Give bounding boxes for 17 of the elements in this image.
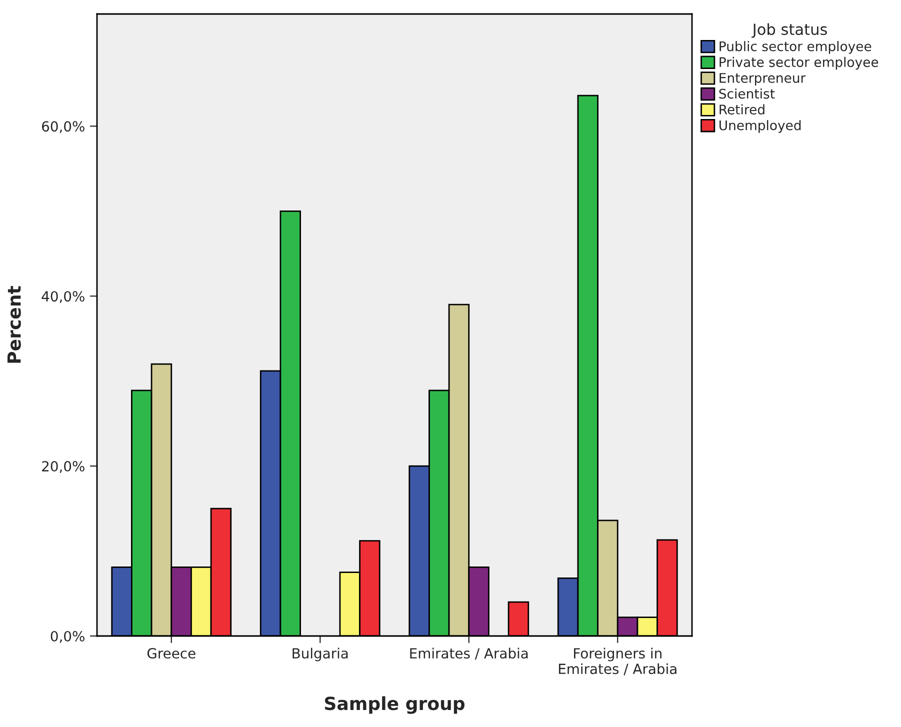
y-tick-label: 40,0% bbox=[42, 291, 84, 303]
legend-label: Private sector employee bbox=[720, 56, 878, 70]
legend-label: Unemployed bbox=[720, 120, 801, 133]
x-tick-label: Bulgaria bbox=[292, 648, 348, 662]
legend-title: Job status bbox=[752, 23, 827, 38]
x-tick-label: Foreigners in Emirates / Arabia bbox=[558, 648, 676, 676]
x-axis-title: Sample group bbox=[324, 696, 465, 714]
x-tick-label: Emirates / Arabia bbox=[410, 648, 528, 660]
legend-label: Retired bbox=[720, 104, 764, 114]
legend-label: Enterpreneur bbox=[720, 73, 806, 86]
legend-label: Public sector employee bbox=[720, 41, 872, 54]
x-tick-label: Greece bbox=[147, 648, 196, 659]
y-tick-label: 20,0% bbox=[42, 461, 84, 473]
y-tick-label: 60,0% bbox=[42, 121, 84, 134]
y-axis-title: Percent bbox=[7, 286, 21, 363]
legend-label: Scientist bbox=[719, 88, 775, 99]
y-tick-label: 0,0% bbox=[50, 630, 84, 643]
